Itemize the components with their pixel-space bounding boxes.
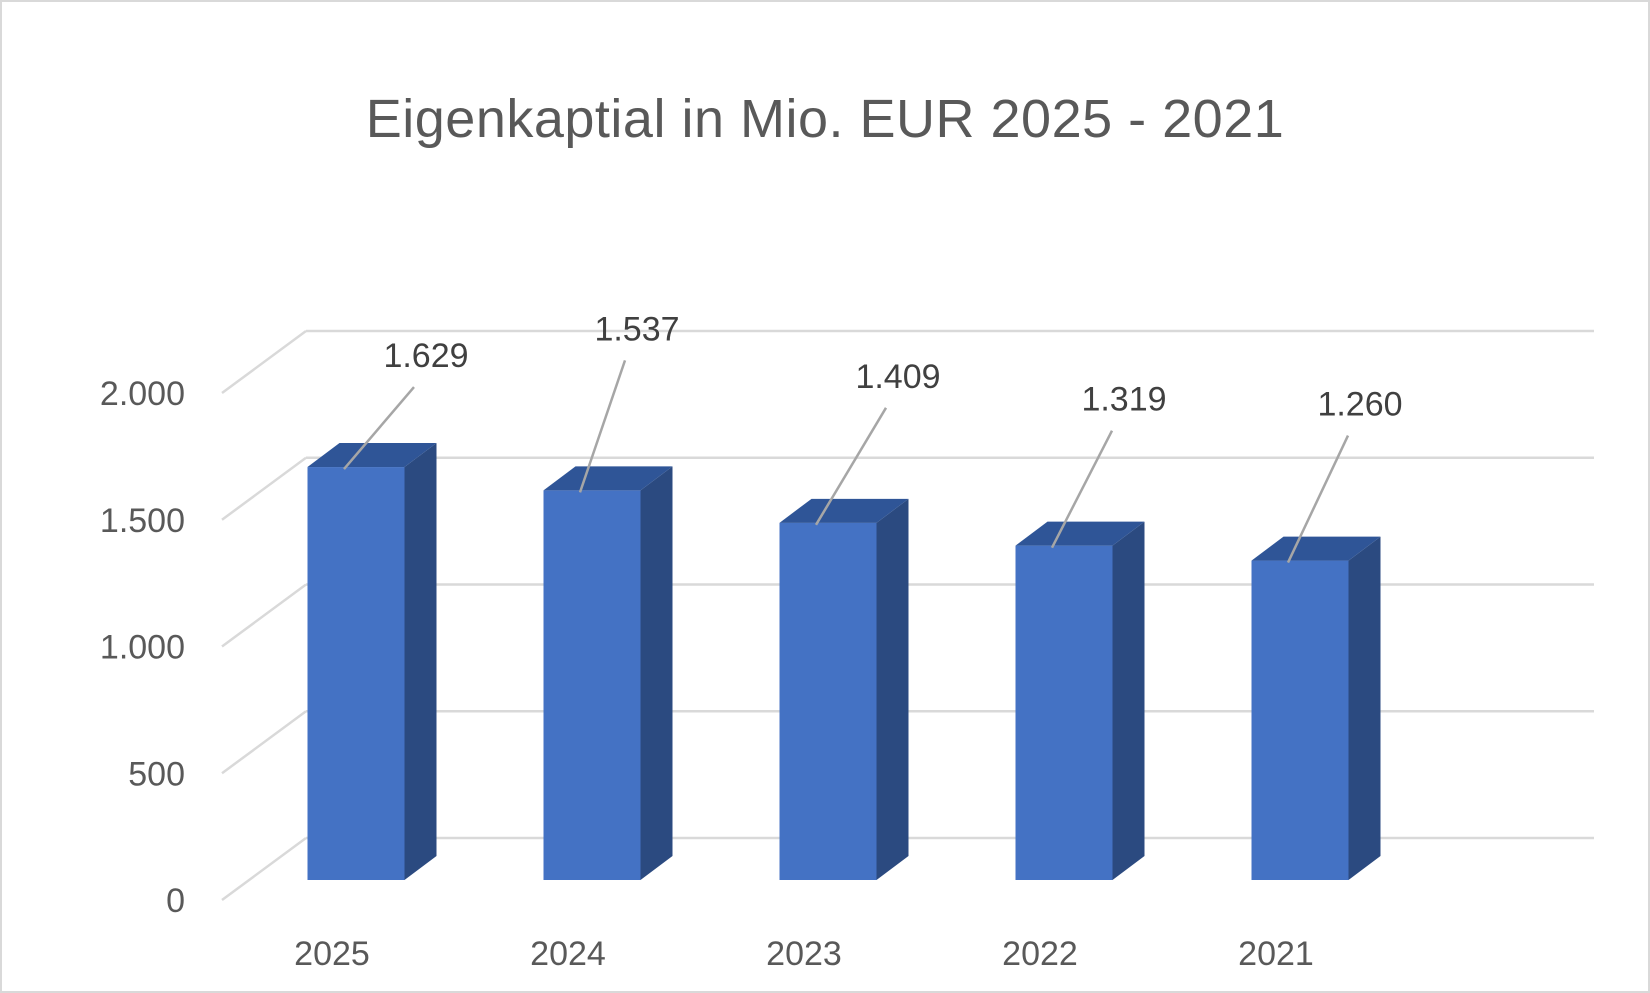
x-category-label: 2024 xyxy=(530,935,606,973)
x-category-label: 2022 xyxy=(1002,935,1078,973)
bar-front xyxy=(1251,560,1349,880)
x-category-label: 2021 xyxy=(1238,935,1314,973)
y-tick-label: 500 xyxy=(128,755,185,793)
leader-line xyxy=(1050,430,1114,549)
leader-line xyxy=(578,359,627,493)
leader-line xyxy=(343,386,415,470)
bar-front xyxy=(1015,545,1113,880)
y-tick-label: 1.000 xyxy=(100,629,185,667)
gridline-side xyxy=(221,836,307,902)
leader-line xyxy=(1286,435,1350,564)
bar-side xyxy=(1348,536,1381,880)
bar-front xyxy=(543,490,641,880)
data-label: 1.409 xyxy=(855,358,940,396)
gridline-side xyxy=(221,456,307,521)
y-axis-ticks: 0 500 1.000 1.500 2.000 xyxy=(100,375,185,920)
y-tick-label: 1.500 xyxy=(100,502,185,540)
x-category-label: 2025 xyxy=(294,935,370,973)
y-tick-label: 0 xyxy=(166,882,185,920)
bar-side xyxy=(876,498,909,880)
bars xyxy=(307,443,1381,880)
bar-top xyxy=(543,466,673,491)
bar-side xyxy=(404,443,437,880)
x-category-label: 2023 xyxy=(766,935,842,973)
bar-side xyxy=(640,466,673,880)
x-axis-categories: 2025 2024 2023 2022 2021 xyxy=(294,935,1314,973)
data-labels: 1.629 1.537 1.409 1.319 1.260 xyxy=(383,310,1402,423)
y-tick-label: 2.000 xyxy=(100,375,185,413)
data-label: 1.319 xyxy=(1081,381,1166,419)
gridline-side xyxy=(221,583,307,648)
bar-front xyxy=(307,467,405,880)
bar-top xyxy=(1251,536,1381,561)
data-label: 1.537 xyxy=(594,310,679,348)
bar-top xyxy=(779,498,909,523)
bar-side xyxy=(1112,521,1145,880)
chart-title: Eigenkaptial in Mio. EUR 2025 - 2021 xyxy=(365,89,1285,149)
bar-front xyxy=(779,522,877,880)
leader-line xyxy=(814,407,888,526)
gridline-side xyxy=(221,329,307,395)
bar-top xyxy=(1015,521,1145,546)
gridline-side xyxy=(221,710,307,775)
data-label: 1.629 xyxy=(383,337,468,375)
leader-lines xyxy=(343,359,1350,564)
bar-top xyxy=(307,443,437,468)
data-label: 1.260 xyxy=(1317,386,1402,424)
